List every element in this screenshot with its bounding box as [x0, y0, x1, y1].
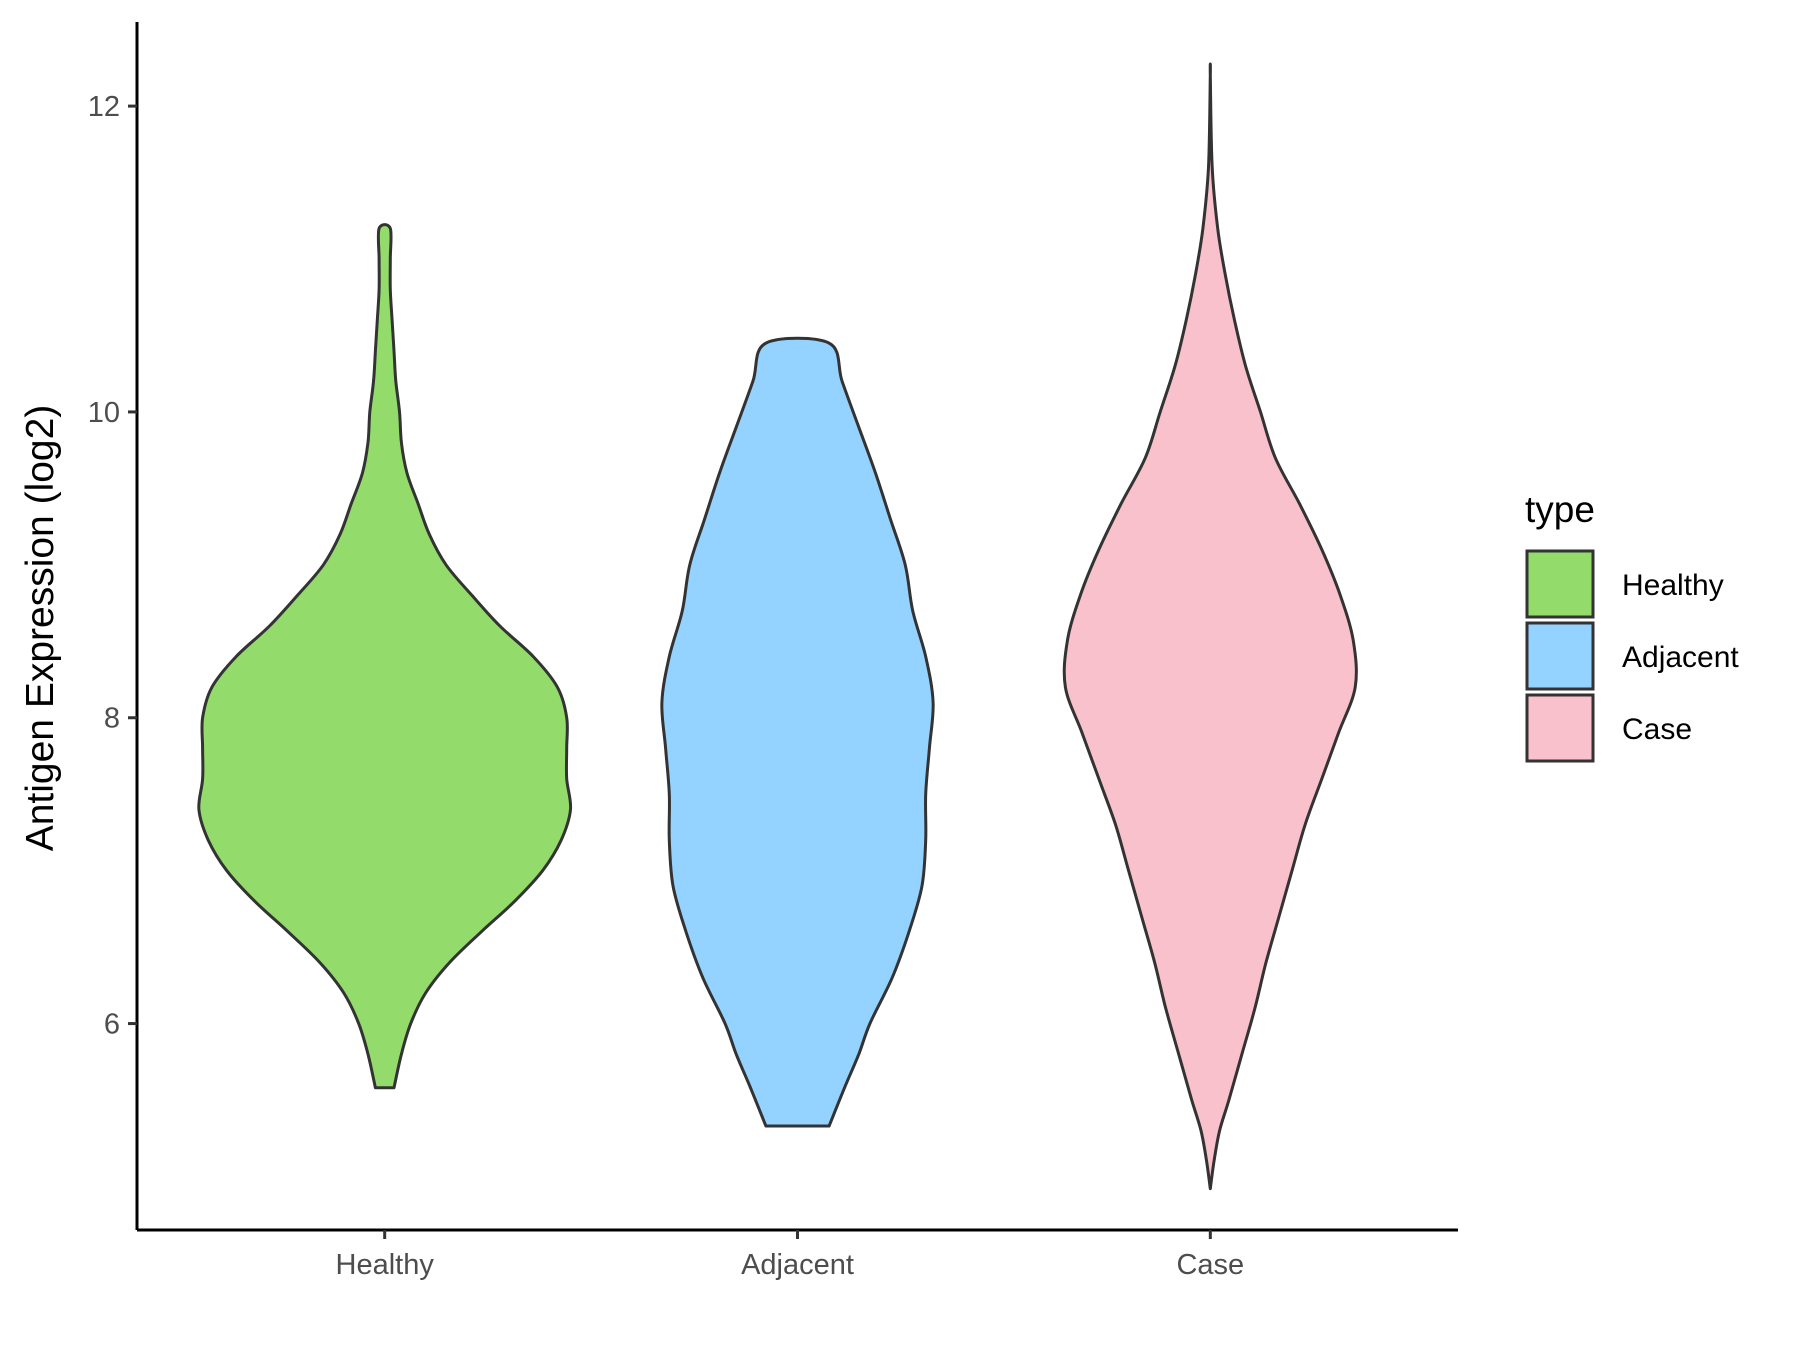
x-tick-label-case: Case: [1176, 1249, 1244, 1281]
violin-adjacent: [660, 336, 935, 1128]
x-tick-label-adjacent: Adjacent: [741, 1249, 854, 1281]
violin-case: [1062, 62, 1358, 1191]
legend-label-case: Case: [1622, 713, 1692, 746]
violins-group: [197, 62, 1358, 1191]
y-tick-label: 10: [88, 397, 120, 429]
legend-swatch-adjacent: [1525, 621, 1595, 691]
x-ticks: Healthy Adjacent Case: [336, 1230, 1244, 1281]
y-axis-title: Antigen Expression (log2): [19, 405, 62, 852]
violin-healthy: [197, 223, 573, 1090]
x-tick-label-healthy: Healthy: [336, 1249, 435, 1281]
legend: type Healthy Adjacent Case: [1525, 489, 1739, 763]
y-tick-label: 12: [88, 91, 120, 123]
legend-label-healthy: Healthy: [1622, 569, 1724, 602]
y-tick-label: 6: [104, 1009, 120, 1041]
legend-title: type: [1525, 489, 1595, 530]
legend-label-adjacent: Adjacent: [1622, 641, 1739, 674]
y-ticks: 6 8 10 12: [88, 91, 137, 1041]
legend-swatch-healthy: [1525, 549, 1595, 619]
legend-swatch-case: [1525, 693, 1595, 763]
y-tick-label: 8: [104, 703, 120, 735]
